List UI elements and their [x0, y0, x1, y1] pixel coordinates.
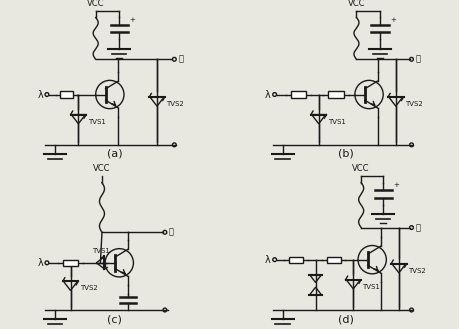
Text: +: + [392, 182, 398, 188]
Text: TVS1: TVS1 [87, 119, 105, 125]
Text: VCC: VCC [352, 164, 369, 173]
Text: +: + [129, 17, 135, 23]
Bar [288, 257, 302, 263]
Bar [60, 91, 73, 98]
Text: (d): (d) [337, 314, 353, 324]
Text: λ: λ [264, 89, 270, 99]
Text: TVS2: TVS2 [79, 285, 97, 291]
Text: (a): (a) [106, 149, 122, 159]
Text: λ: λ [37, 258, 43, 268]
Bar [328, 91, 343, 98]
Text: TVS2: TVS2 [407, 268, 425, 274]
Text: VCC: VCC [87, 0, 104, 8]
Text: TVS2: TVS2 [404, 101, 422, 107]
Text: λ: λ [264, 255, 270, 265]
Text: 出: 出 [414, 223, 420, 232]
Text: TVS1: TVS1 [327, 119, 345, 125]
Text: +: + [389, 17, 395, 23]
Text: (b): (b) [337, 149, 353, 159]
Text: TVS2: TVS2 [166, 101, 184, 107]
Text: 出: 出 [168, 228, 174, 237]
Text: 出: 出 [178, 55, 183, 64]
Bar [326, 257, 340, 263]
Text: (c): (c) [107, 314, 122, 324]
Bar [63, 260, 78, 266]
Text: TVS1: TVS1 [92, 248, 110, 254]
Text: 出: 出 [414, 55, 420, 64]
Text: TVS1: TVS1 [362, 284, 380, 290]
Text: VCC: VCC [347, 0, 364, 8]
Text: VCC: VCC [93, 164, 111, 173]
Bar [290, 91, 305, 98]
Text: λ: λ [37, 89, 43, 99]
